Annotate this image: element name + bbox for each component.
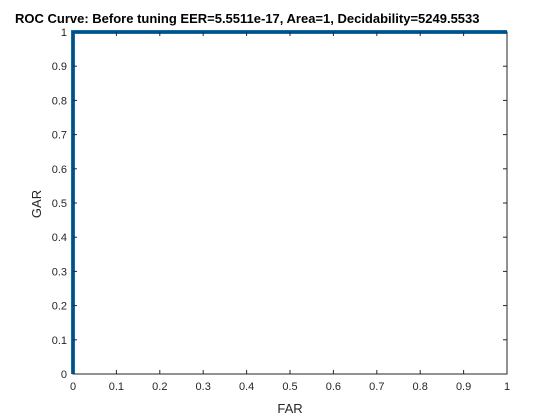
- x-tick-label: 0.7: [369, 381, 384, 393]
- x-axis-label: FAR: [277, 401, 302, 416]
- y-tick-label: 1: [61, 27, 67, 39]
- x-axis: 0 0.1 0.2 0.3 0.4 0.5 0.6 0.7 0.8 0.9 1: [70, 32, 510, 393]
- x-tick-label: 0.9: [456, 381, 471, 393]
- plot-area: [71, 30, 508, 375]
- chart-title: ROC Curve: Before tuning EER=5.5511e-17,…: [15, 11, 479, 26]
- y-tick-label: 0.6: [52, 164, 67, 176]
- y-tick-label: 0: [61, 369, 67, 381]
- y-axis-label: GAR: [29, 190, 44, 218]
- x-tick-label: 0.6: [326, 381, 341, 393]
- y-tick-label: 0.7: [52, 130, 67, 142]
- x-tick-label: 0.1: [109, 381, 124, 393]
- y-tick-label: 0.9: [52, 61, 67, 73]
- x-tick-label: 1: [504, 381, 510, 393]
- x-tick-label: 0.5: [282, 381, 297, 393]
- y-tick-label: 0.1: [52, 335, 67, 347]
- plot-background: [73, 32, 507, 374]
- x-tick-label: 0.3: [196, 381, 211, 393]
- y-tick-label: 0.8: [52, 95, 67, 107]
- y-axis: 0 0.1 0.2 0.3 0.4 0.5 0.6 0.7 0.8 0.9 1: [52, 27, 507, 381]
- y-tick-label: 0.4: [52, 232, 67, 244]
- x-tick-label: 0.2: [152, 381, 167, 393]
- y-tick-label: 0.5: [52, 198, 67, 210]
- x-tick-label: 0.8: [413, 381, 428, 393]
- x-tick-label: 0.4: [239, 381, 254, 393]
- x-tick-label: 0: [70, 381, 76, 393]
- y-tick-label: 0.2: [52, 301, 67, 313]
- y-tick-label: 0.3: [52, 266, 67, 278]
